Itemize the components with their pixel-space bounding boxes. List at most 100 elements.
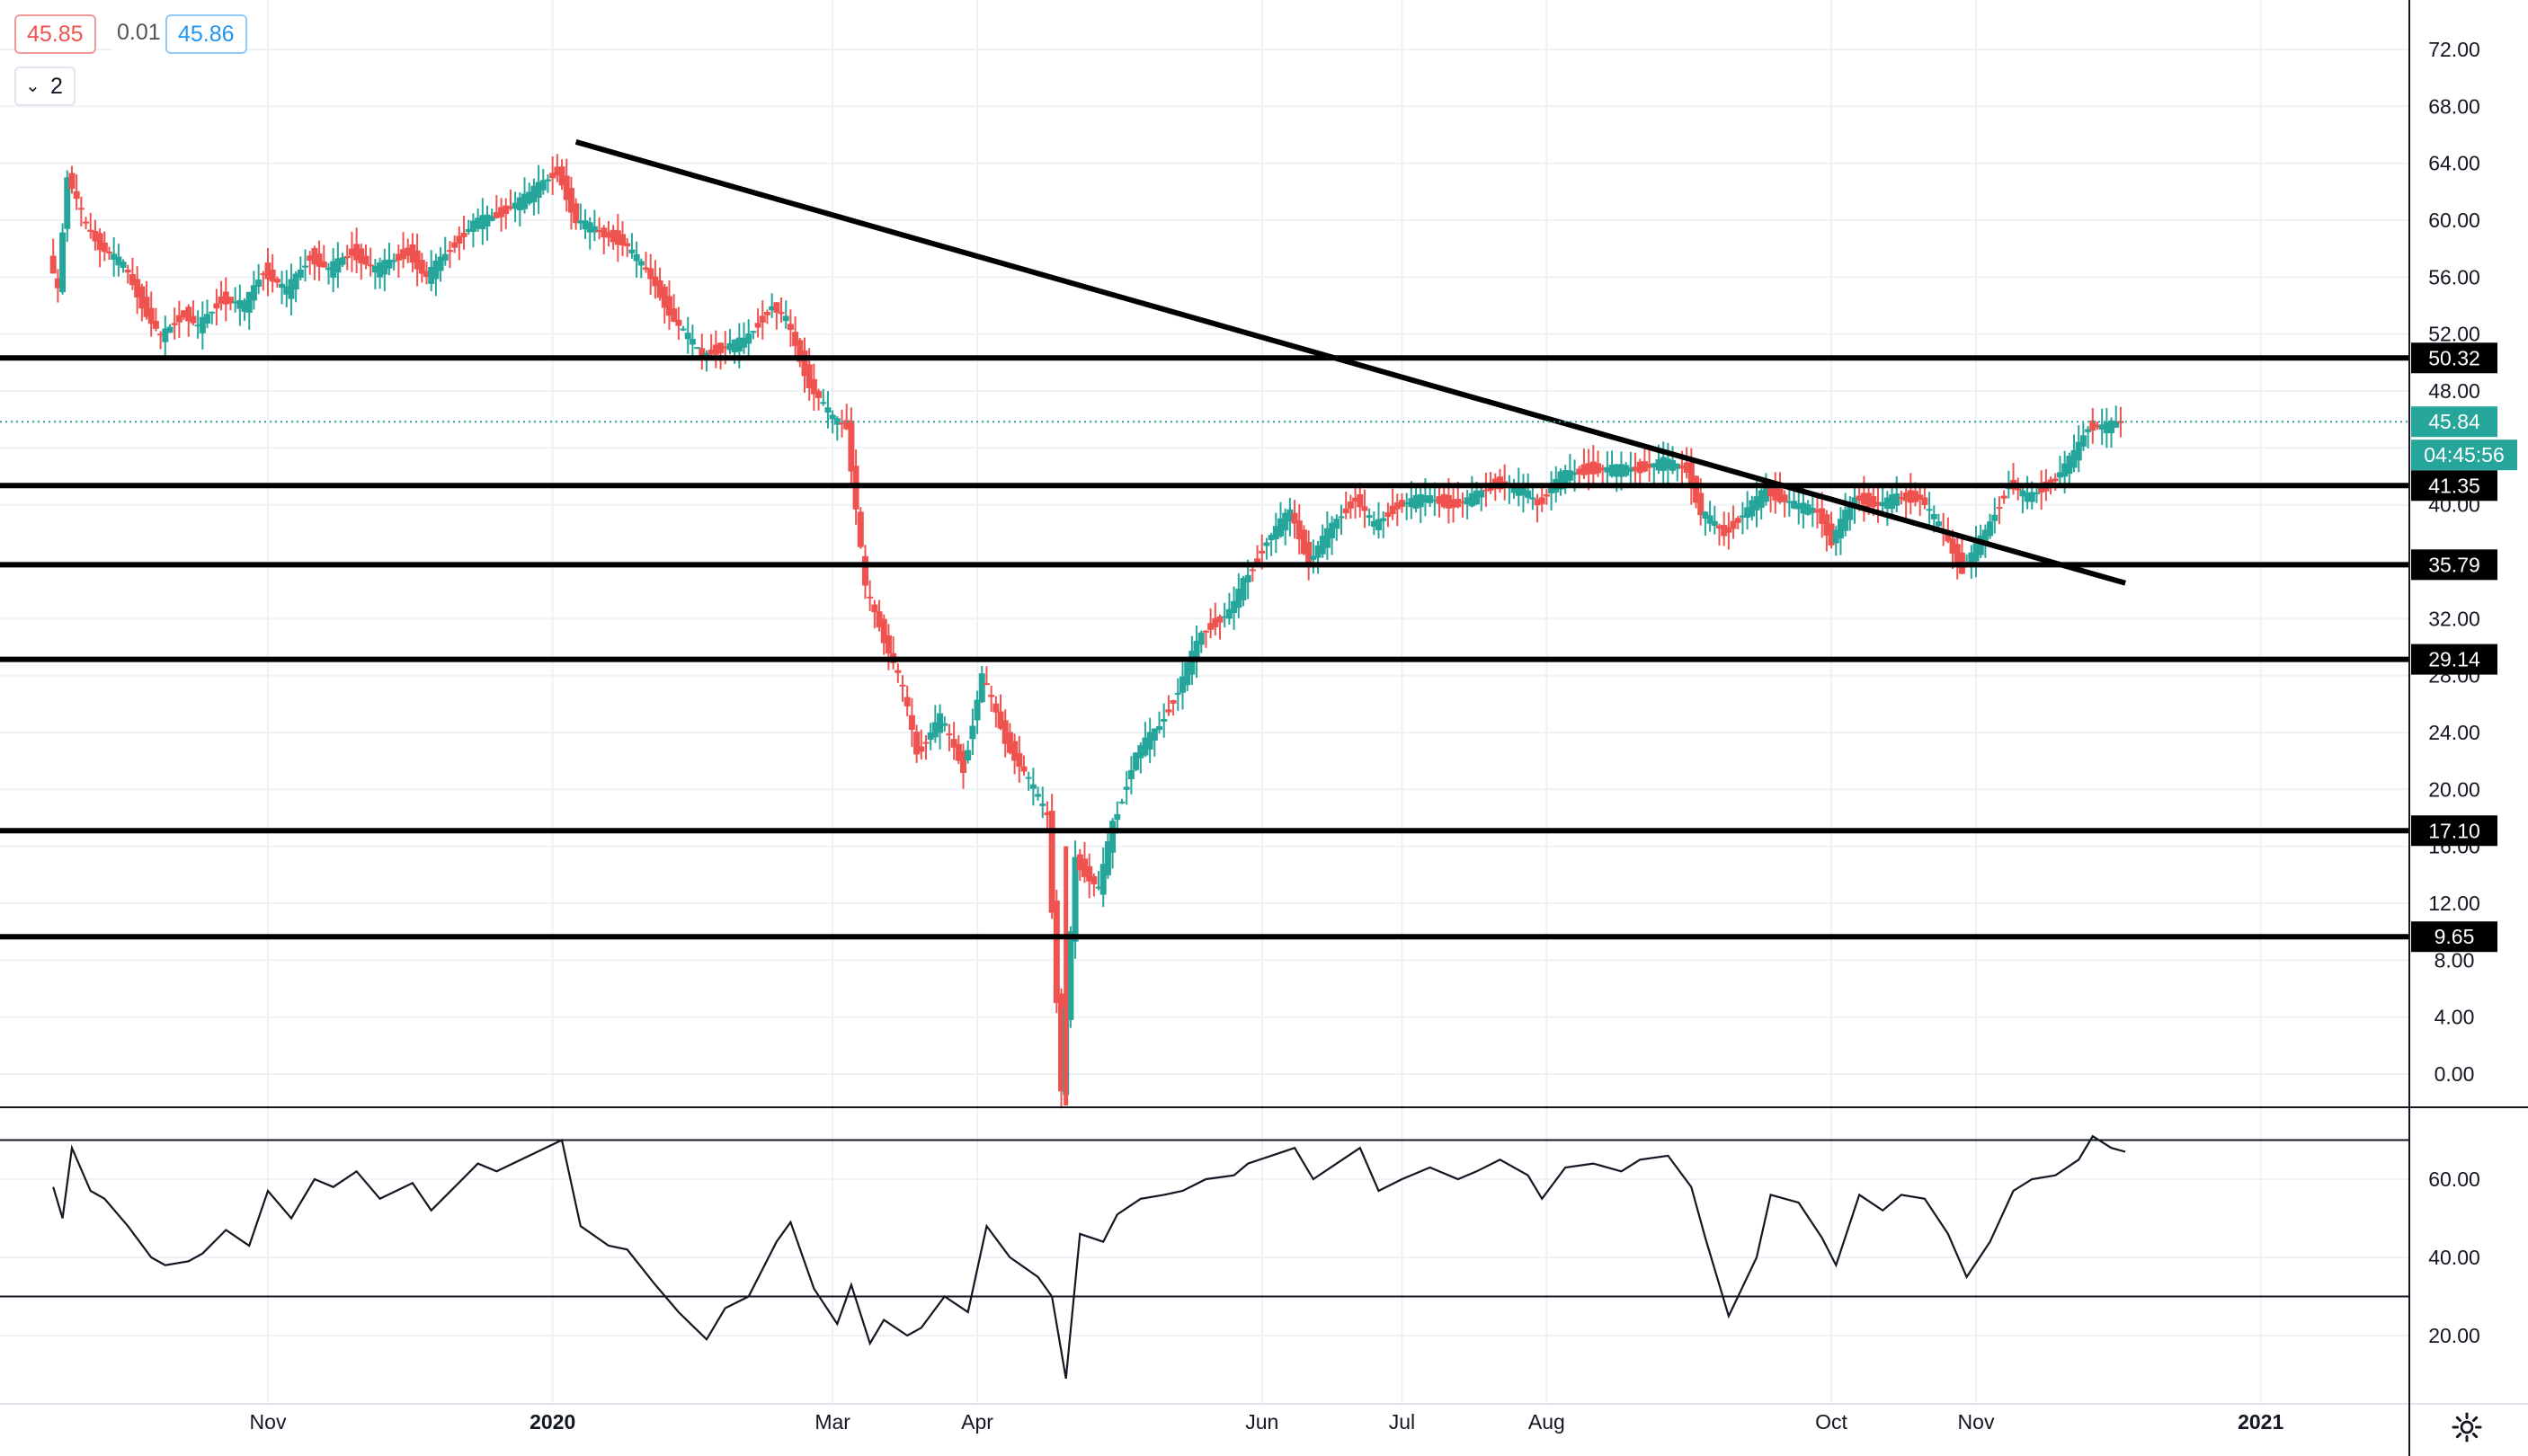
candle-body [1393, 502, 1401, 510]
candle-body [1188, 650, 1196, 675]
candle-body [927, 732, 934, 741]
candle-body [1352, 497, 1359, 502]
candle-body [143, 297, 150, 317]
candle-body [232, 301, 239, 304]
candle-body [1926, 509, 1933, 511]
candle-body [610, 229, 617, 243]
candle-body [1664, 458, 1671, 470]
candle-body [815, 390, 823, 398]
candle-body [675, 319, 682, 326]
price-tag [2411, 470, 2497, 502]
candle-body [1795, 502, 1803, 510]
candle-body [558, 166, 565, 186]
candle-body [1837, 519, 1844, 539]
y-tick-label: 0.00 [2435, 1062, 2475, 1086]
candle-body [1813, 509, 1820, 513]
candle-body [1791, 501, 1798, 509]
candle-body [694, 347, 701, 350]
candle-body [273, 279, 280, 283]
candle-body [77, 208, 85, 210]
candle-body [997, 711, 1004, 729]
candle-body [405, 247, 412, 256]
candle-body [754, 323, 761, 328]
candle-body [1123, 786, 1130, 790]
price-tag-label: 9.65 [2435, 925, 2475, 948]
candle-body [227, 297, 234, 304]
candle-body [1809, 508, 1816, 513]
candle-body [2061, 463, 2069, 477]
candle-body [1305, 541, 1313, 567]
candle-body [124, 270, 131, 273]
candle-body [857, 511, 864, 547]
candle-body [937, 713, 944, 733]
candle-body [946, 733, 953, 736]
candle-body [311, 248, 318, 265]
candle-body [152, 321, 159, 329]
candle-body [1589, 461, 1597, 475]
candle-body [2028, 492, 2035, 502]
candle-body [1174, 692, 1181, 695]
candle-body [111, 253, 118, 261]
candle-body [1930, 514, 1937, 519]
candle-body [49, 255, 57, 274]
candle-body [1338, 516, 1345, 519]
interval-dropdown[interactable]: ⌄ 2 [14, 67, 76, 106]
candle-body [1133, 752, 1140, 770]
candle-body [414, 250, 421, 270]
candle-body [1525, 490, 1532, 498]
candle-body [1314, 545, 1322, 558]
candle-body [1445, 494, 1452, 509]
candle-body [988, 695, 995, 697]
candle-body [1715, 525, 1722, 529]
trendline[interactable] [574, 139, 2126, 586]
candle-body [1613, 464, 1620, 477]
gear-icon[interactable] [2451, 1411, 2483, 1443]
support-resistance-lines[interactable] [0, 139, 2409, 940]
candle-body [1804, 504, 1811, 515]
candle-body [1651, 463, 1658, 468]
candle-body [64, 177, 71, 229]
candle-body [871, 604, 878, 613]
candle-body [101, 242, 108, 253]
candle-body [820, 402, 827, 404]
candle-body [671, 308, 678, 322]
candle-body [908, 715, 915, 731]
candle-body [1674, 463, 1681, 469]
candle-body [1693, 475, 1700, 503]
candle-body [1081, 858, 1088, 877]
candle-body [1879, 502, 1886, 507]
candle-body [1249, 569, 1256, 572]
candle-body [2070, 449, 2078, 468]
candle-body [1179, 676, 1186, 693]
candle-body [1912, 491, 1919, 502]
candle-body [292, 273, 299, 290]
price-tag-label: 45.84 [2428, 410, 2480, 433]
candle-body [1053, 901, 1060, 1004]
candle-body [1342, 508, 1349, 514]
candle-body [1197, 632, 1205, 645]
candle-body [1207, 623, 1215, 630]
candle-body [1127, 769, 1135, 780]
candle-body [1781, 494, 1788, 502]
candle-body [848, 420, 855, 472]
candle-body [516, 197, 523, 211]
candle-body [867, 596, 874, 599]
candle-body [1711, 520, 1718, 527]
candle-body [1510, 484, 1518, 493]
candle-body [358, 248, 365, 264]
candle-body [2066, 456, 2073, 475]
candle-body [1646, 463, 1653, 468]
candle-body [503, 205, 510, 214]
candle-body [726, 342, 734, 351]
price-tag-label: 35.79 [2428, 553, 2480, 576]
candle-body [978, 673, 985, 703]
candle-body [993, 703, 1000, 713]
candle-body [1870, 496, 1877, 508]
candle-body [1151, 728, 1158, 741]
candle-body [1823, 514, 1830, 536]
candle-body [162, 328, 169, 342]
candle-body [895, 670, 902, 673]
candle-body [1749, 500, 1756, 517]
